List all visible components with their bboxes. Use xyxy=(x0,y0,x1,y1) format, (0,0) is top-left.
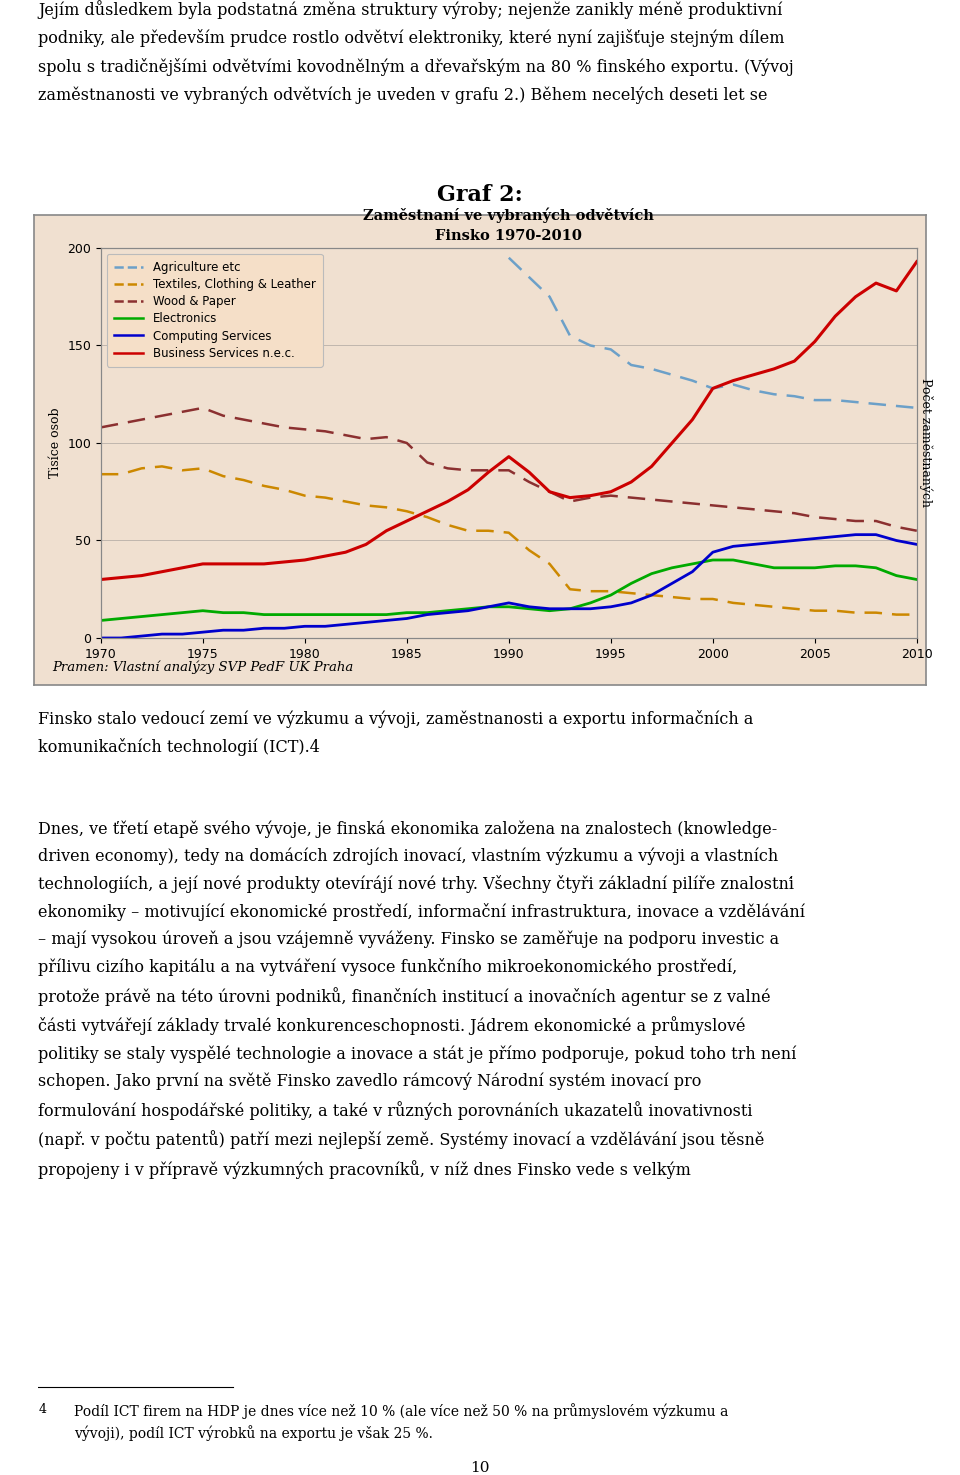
Legend: Agriculture etc, Textiles, Clothing & Leather, Wood & Paper, Electronics, Comput: Agriculture etc, Textiles, Clothing & Le… xyxy=(107,254,323,367)
Text: Pramen: Vlastní analýzy SVP PedF UK Praha: Pramen: Vlastní analýzy SVP PedF UK Prah… xyxy=(52,661,353,674)
Text: Podíl ICT firem na HDP je dnes více než 10 % (ale více než 50 % na průmyslovém v: Podíl ICT firem na HDP je dnes více než … xyxy=(74,1403,728,1441)
Y-axis label: Počet zaměstnaných: Počet zaměstnaných xyxy=(920,379,933,507)
Text: Dnes, ve ťřetí etapě svého vývoje, je finská ekonomika založena na znalostech (k: Dnes, ve ťřetí etapě svého vývoje, je fi… xyxy=(38,820,805,1179)
Title: Zaměstnaní ve vybraných odvětvích
Finsko 1970-2010: Zaměstnaní ve vybraných odvětvích Finsko… xyxy=(364,208,654,243)
Y-axis label: Tisíce osob: Tisíce osob xyxy=(49,407,61,478)
Text: Jejím důsledkem byla podstatná změna struktury výroby; nejenz̆e zanikly méně pro: Jejím důsledkem byla podstatná změna str… xyxy=(38,0,794,103)
Text: Finsko stalo vedoucí zemí ve výzkumu a vývoji, zaměstnanosti a exportu informačn: Finsko stalo vedoucí zemí ve výzkumu a v… xyxy=(38,709,754,757)
Text: 10: 10 xyxy=(470,1462,490,1475)
Text: 4: 4 xyxy=(38,1403,46,1416)
Text: Graf 2:: Graf 2: xyxy=(437,184,523,207)
